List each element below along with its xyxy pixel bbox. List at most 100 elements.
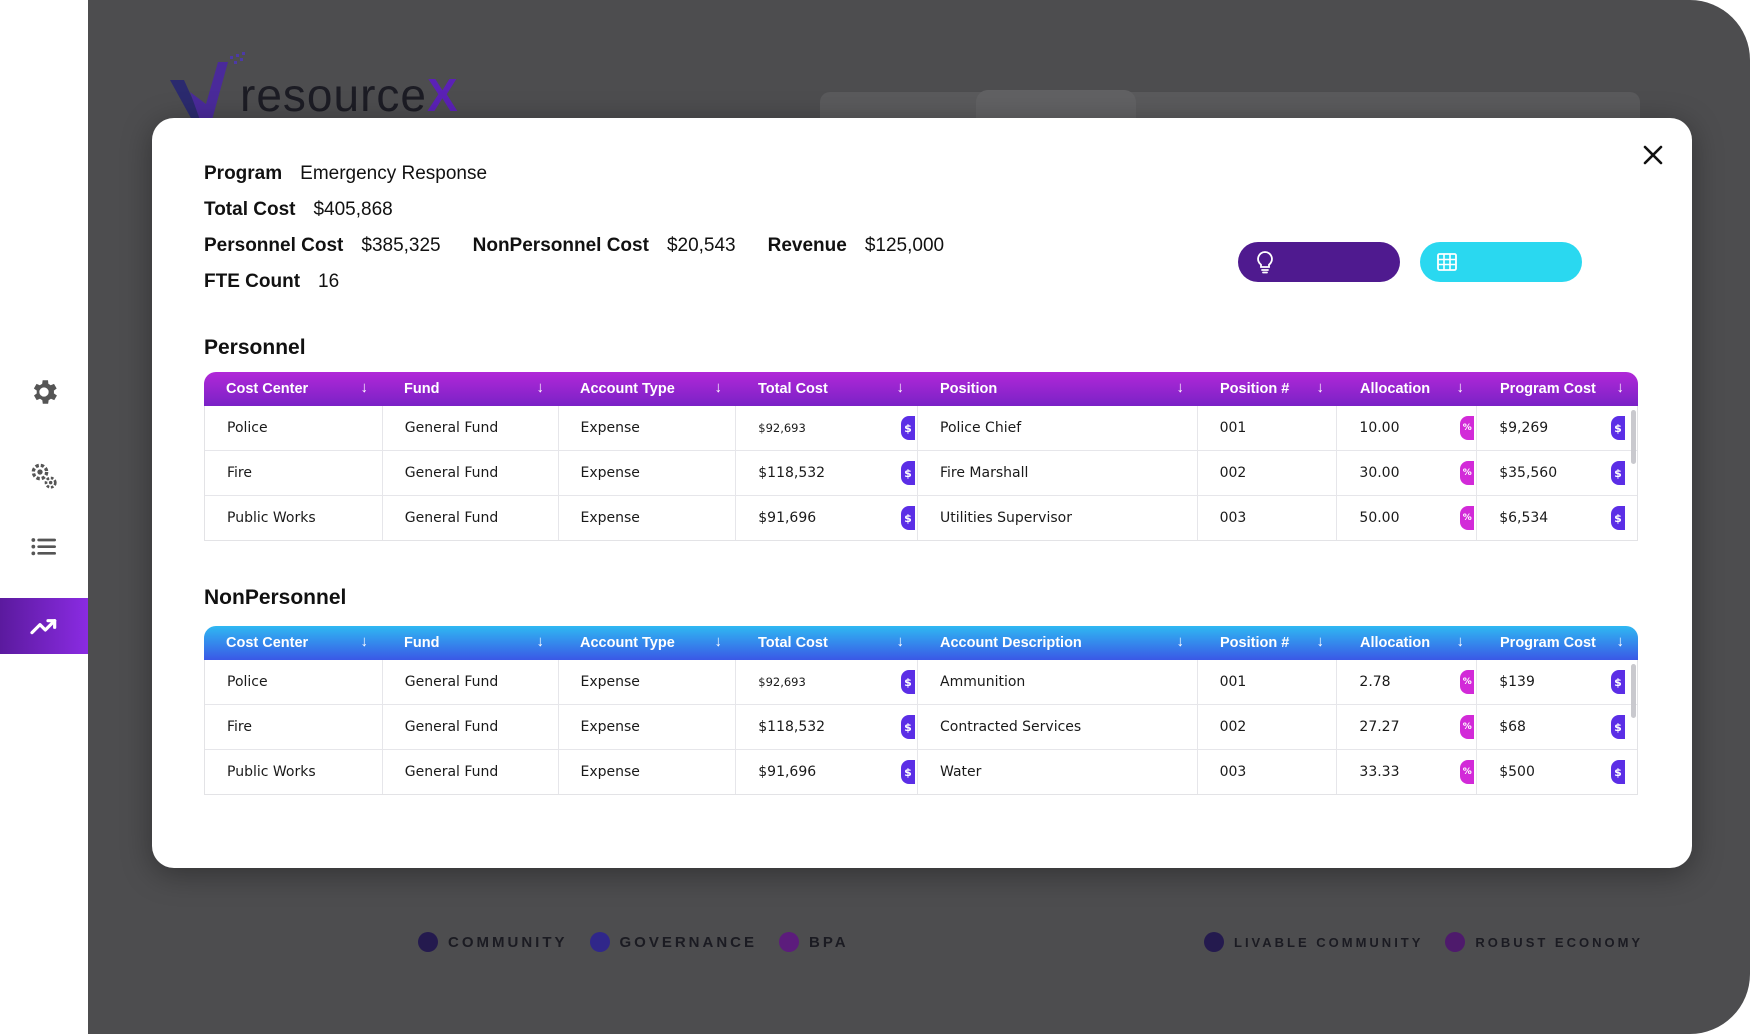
cost-center-cell: Police bbox=[205, 660, 383, 704]
program-summary: Program Emergency Response Total Cost $4… bbox=[204, 156, 976, 300]
app-logo: resourceX bbox=[162, 52, 459, 122]
sort-arrow-icon[interactable]: ↓ bbox=[360, 379, 369, 396]
column-header[interactable]: Total Cost ↓ bbox=[736, 372, 918, 406]
sort-arrow-icon[interactable]: ↓ bbox=[1176, 379, 1185, 396]
dollar-badge-icon[interactable]: $ bbox=[1611, 416, 1625, 440]
position-number-cell: 002 bbox=[1198, 705, 1338, 749]
logo-text: resourceX bbox=[240, 69, 459, 121]
sidebar-item-advanced-settings[interactable] bbox=[0, 448, 88, 504]
sort-arrow-icon[interactable]: ↓ bbox=[536, 379, 545, 396]
revenue-label: Revenue bbox=[767, 235, 847, 256]
allocation-value: 50.00 bbox=[1359, 510, 1400, 526]
account-type-cell: Expense bbox=[559, 660, 737, 704]
percent-badge-icon[interactable]: % bbox=[1460, 670, 1475, 694]
sort-arrow-icon[interactable]: ↓ bbox=[896, 379, 905, 396]
sort-arrow-icon[interactable]: ↓ bbox=[536, 633, 545, 650]
table-row[interactable]: Police General Fund Expense $92,693 $ Pol… bbox=[205, 406, 1637, 450]
column-header[interactable]: Allocation ↓ bbox=[1338, 372, 1478, 406]
account-description-cell: Ammunition bbox=[918, 660, 1198, 704]
sidebar-item-settings[interactable] bbox=[0, 364, 88, 420]
column-header[interactable]: Position # ↓ bbox=[1198, 372, 1338, 406]
allocation-value: 10.00 bbox=[1359, 420, 1400, 436]
table-row[interactable]: Fire General Fund Expense $118,532 $ Cont… bbox=[205, 704, 1637, 749]
column-header[interactable]: Allocation ↓ bbox=[1338, 626, 1478, 660]
cost-center-cell: Public Works bbox=[205, 750, 383, 794]
column-header[interactable]: Cost Center ↓ bbox=[204, 626, 382, 660]
dollar-badge-icon[interactable]: $ bbox=[901, 461, 915, 485]
list-icon bbox=[31, 538, 56, 556]
allocation-cell: 2.78% bbox=[1337, 660, 1478, 704]
dollar-badge-icon[interactable]: $ bbox=[901, 760, 915, 784]
sort-arrow-icon[interactable]: ↓ bbox=[1316, 633, 1325, 650]
sidebar-item-list[interactable] bbox=[0, 520, 88, 576]
percent-badge-icon[interactable]: % bbox=[1460, 416, 1475, 440]
column-header[interactable]: Fund ↓ bbox=[382, 372, 558, 406]
program-cost-cell: $68 $ bbox=[1477, 705, 1637, 749]
legend-label: COMMUNITY bbox=[448, 933, 568, 951]
program-label: Program bbox=[204, 163, 283, 184]
column-header[interactable]: Total Cost ↓ bbox=[736, 626, 918, 660]
fund-cell: General Fund bbox=[383, 496, 559, 540]
percent-badge-icon[interactable]: % bbox=[1460, 760, 1475, 784]
dollar-badge-icon[interactable]: $ bbox=[1611, 461, 1625, 485]
table-view-button[interactable] bbox=[1420, 242, 1582, 282]
sort-arrow-icon[interactable]: ↓ bbox=[714, 633, 723, 650]
sort-arrow-icon[interactable]: ↓ bbox=[896, 633, 905, 650]
fte-count-value: 16 bbox=[318, 271, 340, 292]
column-header[interactable]: Cost Center ↓ bbox=[204, 372, 382, 406]
legend-item: ROBUST ECONOMY bbox=[1445, 932, 1643, 952]
allocation-cell: 33.33% bbox=[1337, 750, 1478, 794]
sort-arrow-icon[interactable]: ↓ bbox=[360, 633, 369, 650]
cost-center-cell: Public Works bbox=[205, 496, 383, 540]
table-row[interactable]: Public Works General Fund Expense $91,69… bbox=[205, 749, 1637, 794]
dollar-badge-icon[interactable]: $ bbox=[901, 416, 915, 440]
sort-arrow-icon[interactable]: ↓ bbox=[1616, 633, 1625, 650]
close-icon bbox=[1643, 145, 1663, 165]
cost-center-cell: Fire bbox=[205, 705, 383, 749]
sidebar-item-trends[interactable] bbox=[0, 598, 88, 654]
dollar-badge-icon[interactable]: $ bbox=[901, 715, 915, 739]
sort-arrow-icon[interactable]: ↓ bbox=[1616, 379, 1625, 396]
sort-arrow-icon[interactable]: ↓ bbox=[1456, 633, 1465, 650]
sort-arrow-icon[interactable]: ↓ bbox=[1176, 633, 1185, 650]
sort-arrow-icon[interactable]: ↓ bbox=[1316, 379, 1325, 396]
nonpersonnel-table-scrollbar[interactable] bbox=[1631, 664, 1636, 718]
nonpersonnel-section-title: NonPersonnel bbox=[204, 586, 347, 609]
allocation-value: 33.33 bbox=[1359, 764, 1400, 780]
column-header[interactable]: Program Cost ↓ bbox=[1478, 626, 1638, 660]
sort-arrow-icon[interactable]: ↓ bbox=[1456, 379, 1465, 396]
column-header[interactable]: Account Type ↓ bbox=[558, 626, 736, 660]
total-cost-value: $405,868 bbox=[313, 199, 393, 220]
percent-badge-icon[interactable]: % bbox=[1460, 715, 1475, 739]
dollar-badge-icon[interactable]: $ bbox=[1611, 670, 1625, 694]
summary-fte-row: FTE Count 16 bbox=[204, 264, 976, 300]
dollar-badge-icon[interactable]: $ bbox=[901, 506, 915, 530]
dollar-badge-icon[interactable]: $ bbox=[1611, 506, 1625, 530]
table-row[interactable]: Police General Fund Expense $92,693 $ Amm… bbox=[205, 660, 1637, 704]
column-header[interactable]: Account Description ↓ bbox=[918, 626, 1198, 660]
column-header[interactable]: Program Cost ↓ bbox=[1478, 372, 1638, 406]
column-header[interactable]: Position # ↓ bbox=[1198, 626, 1338, 660]
program-cost-modal: Program Emergency Response Total Cost $4… bbox=[152, 118, 1692, 868]
percent-badge-icon[interactable]: % bbox=[1460, 506, 1475, 530]
dollar-badge-icon[interactable]: $ bbox=[1611, 715, 1625, 739]
position-number-cell: 002 bbox=[1198, 451, 1338, 495]
percent-badge-icon[interactable]: % bbox=[1460, 461, 1475, 485]
program-cost-value: $6,534 bbox=[1499, 510, 1549, 526]
column-header[interactable]: Fund ↓ bbox=[382, 626, 558, 660]
dollar-badge-icon[interactable]: $ bbox=[901, 670, 915, 694]
column-header-label: Allocation bbox=[1360, 635, 1431, 651]
column-header[interactable]: Account Type ↓ bbox=[558, 372, 736, 406]
dollar-badge-icon[interactable]: $ bbox=[1611, 760, 1625, 784]
table-row[interactable]: Public Works General Fund Expense $91,69… bbox=[205, 495, 1637, 540]
program-cost-value: $68 bbox=[1499, 719, 1526, 735]
column-header-label: Total Cost bbox=[758, 381, 828, 397]
table-row[interactable]: Fire General Fund Expense $118,532 $ Fire… bbox=[205, 450, 1637, 495]
column-header[interactable]: Position ↓ bbox=[918, 372, 1198, 406]
insights-button[interactable] bbox=[1238, 242, 1400, 282]
sort-arrow-icon[interactable]: ↓ bbox=[714, 379, 723, 396]
logo-mark-icon bbox=[162, 52, 252, 122]
position-number-cell: 003 bbox=[1198, 750, 1338, 794]
close-button[interactable] bbox=[1636, 138, 1670, 172]
personnel-table-scrollbar[interactable] bbox=[1631, 410, 1636, 464]
